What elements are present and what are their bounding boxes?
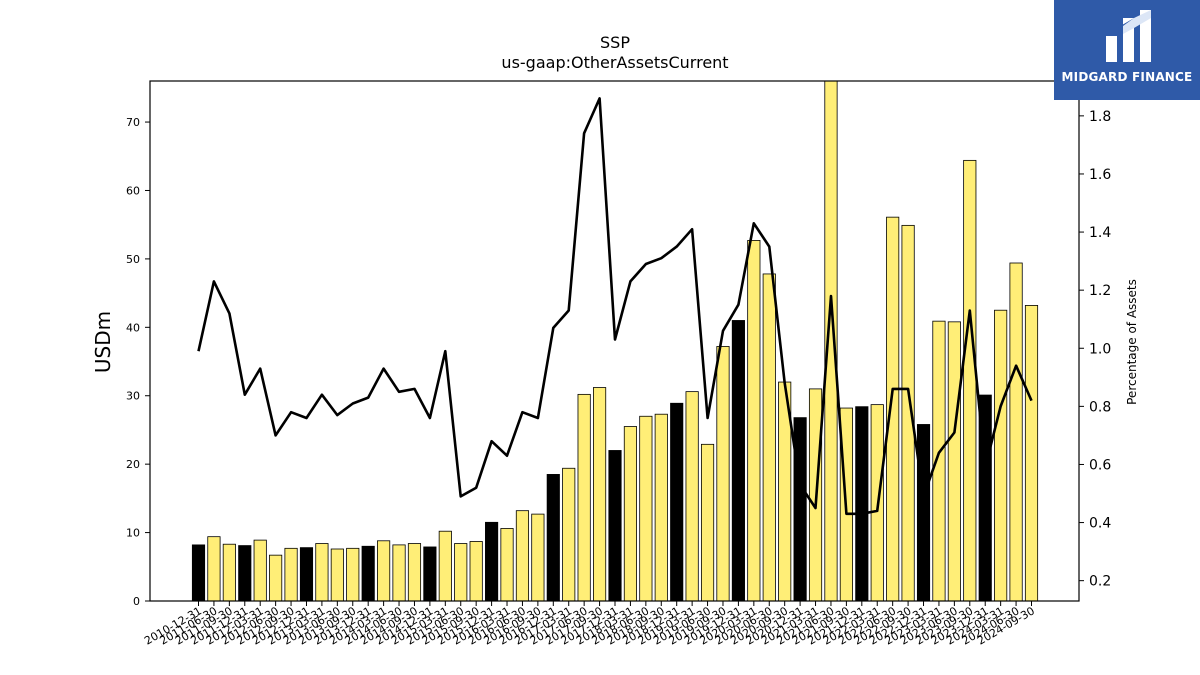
y2-tick-label: 0.2	[1089, 574, 1111, 590]
y2-tick-label: 0.6	[1089, 457, 1111, 473]
bar	[222, 543, 236, 602]
bar	[654, 413, 668, 602]
bar	[500, 528, 514, 602]
brand-name: MIDGARD FINANCE	[1061, 70, 1193, 84]
bar	[916, 424, 931, 602]
chart-title: SSP	[600, 33, 630, 52]
bar	[377, 540, 391, 602]
y2-tick-label: 0.4	[1089, 516, 1111, 532]
bar	[531, 513, 545, 602]
y-tick-label: 30	[126, 390, 140, 403]
y2-tick-label: 1.8	[1089, 109, 1111, 125]
y2-tick-label: 1.0	[1089, 341, 1111, 357]
bar	[346, 547, 360, 602]
bar	[407, 543, 422, 602]
plot-area: 0 10 20 30 40 50 60 70 0.2 0.4 0.6 0.8 1.0 1.2 1.4 1.6 1…	[126, 80, 1111, 648]
bar	[639, 415, 653, 602]
y2-tick-label: 1.6	[1089, 167, 1111, 183]
bar	[299, 547, 314, 602]
bar	[238, 545, 252, 602]
plot-frame	[149, 80, 1080, 602]
bar	[207, 536, 221, 602]
bar	[191, 544, 206, 602]
y-tick-label: 50	[126, 253, 140, 266]
bar	[438, 530, 452, 602]
bar	[593, 387, 607, 602]
bar	[269, 554, 283, 602]
bar	[608, 450, 622, 602]
y2-axis-label: Percentage of Assets	[1125, 279, 1139, 405]
bar	[284, 547, 298, 602]
bar	[330, 548, 344, 602]
bar	[1024, 305, 1039, 602]
bar	[700, 443, 715, 602]
bar	[562, 467, 576, 602]
y-tick-label: 20	[126, 458, 140, 471]
bar	[886, 216, 900, 602]
bar	[392, 544, 406, 602]
bar	[361, 545, 375, 602]
bar	[793, 417, 807, 602]
bar	[577, 393, 591, 602]
y2-tick-label: 0.8	[1089, 399, 1111, 415]
bar	[423, 546, 437, 602]
brand-logo: MIDGARD FINANCE	[1054, 0, 1200, 100]
bar	[546, 474, 560, 602]
bar	[762, 273, 776, 602]
bar	[515, 510, 530, 602]
bar	[315, 543, 329, 602]
bar	[963, 159, 977, 602]
series-line	[197, 97, 1033, 516]
y2-tick-label: 1.4	[1089, 225, 1111, 241]
bar	[670, 402, 684, 602]
bar	[994, 309, 1008, 602]
y-axis-label: USDm	[91, 311, 115, 373]
bar	[623, 426, 637, 602]
bar	[485, 521, 499, 602]
bar	[731, 320, 745, 602]
y-tick-label: 40	[126, 321, 140, 334]
bar	[947, 321, 961, 602]
bar	[1009, 262, 1023, 602]
bar	[855, 406, 869, 602]
midgard-logo-icon	[1106, 10, 1151, 62]
bar	[685, 391, 699, 602]
chart-subtitle: us-gaap:OtherAssetsCurrent	[501, 53, 728, 72]
y-tick-label: 70	[126, 116, 140, 129]
bar	[469, 541, 483, 602]
bar	[747, 240, 761, 602]
bar	[253, 539, 267, 602]
y-tick-label: 60	[126, 184, 140, 197]
bar	[454, 543, 468, 602]
bar	[716, 346, 730, 602]
y-tick-label: 0	[133, 595, 140, 608]
y2-tick-label: 1.2	[1089, 283, 1111, 299]
y-tick-label: 10	[126, 527, 140, 540]
